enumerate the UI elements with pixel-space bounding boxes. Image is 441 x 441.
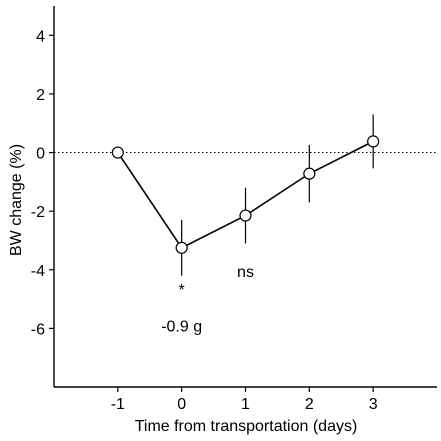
data-point — [239, 209, 252, 222]
annotation-label: * — [179, 282, 185, 299]
annotation-label: ns — [237, 264, 254, 281]
x-tick-label: 0 — [177, 396, 186, 413]
y-tick-label: 2 — [36, 87, 45, 104]
data-point — [303, 167, 316, 180]
data-point — [111, 146, 124, 159]
y-tick-label: -6 — [31, 321, 45, 338]
y-tick-label: 4 — [36, 28, 45, 45]
x-axis-label: Time from transportation (days) — [135, 418, 358, 435]
data-series — [111, 114, 380, 276]
data-point — [175, 241, 188, 254]
y-tick-label: -4 — [31, 263, 45, 280]
annotation-label: -0.9 g — [161, 318, 202, 335]
x-tick-label: -1 — [111, 396, 125, 413]
x-ticks: -1 0 1 2 3 — [111, 387, 378, 413]
x-tick-label: 2 — [305, 396, 314, 413]
data-point — [367, 135, 380, 148]
y-ticks: -6 -4 -2 0 2 4 — [31, 28, 54, 338]
x-tick-label: 3 — [369, 396, 378, 413]
annotations: * ns -0.9 g — [161, 264, 254, 335]
x-tick-label: 1 — [241, 396, 250, 413]
y-tick-label: 0 — [36, 146, 45, 163]
y-tick-label: -2 — [31, 204, 45, 221]
y-axis-label: BW change (%) — [8, 144, 25, 256]
